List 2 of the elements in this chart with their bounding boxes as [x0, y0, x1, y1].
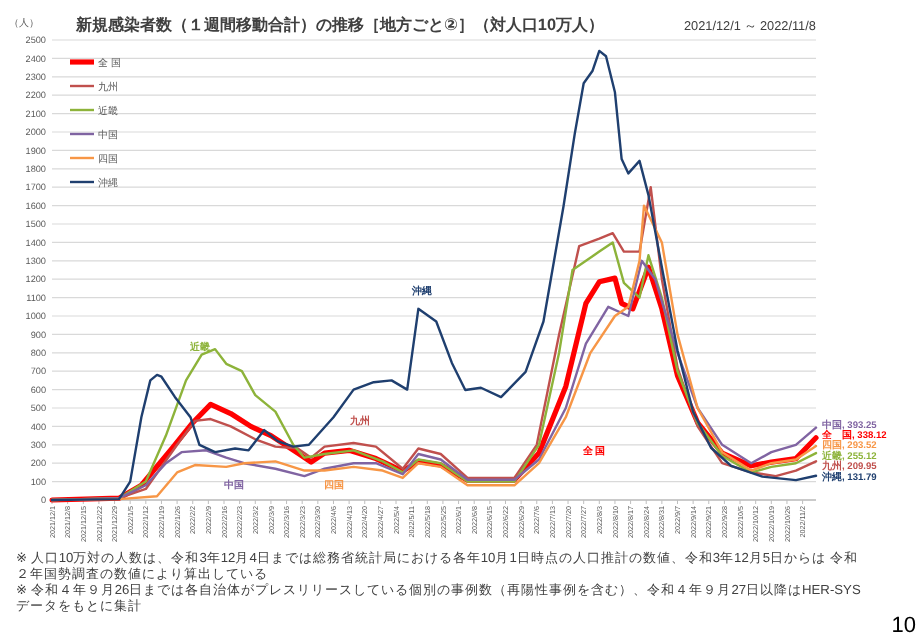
text: 10: [891, 614, 916, 638]
chart-title: 新規感染者数（１週間移動合計）の推移［地方ごと②］（対人口10万人）: [73, 14, 605, 34]
